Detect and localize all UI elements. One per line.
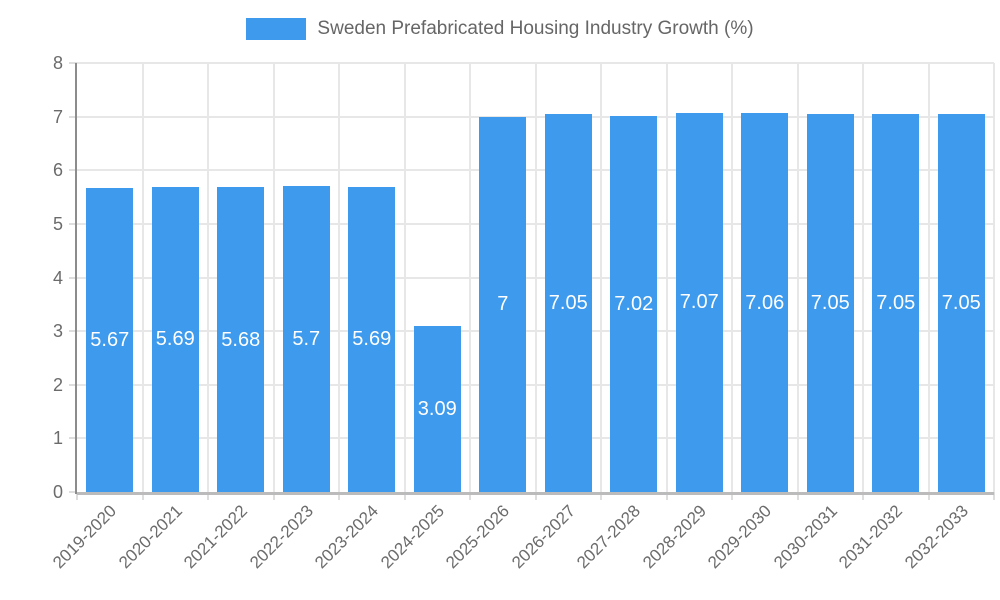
x-axis-tick-mark: [993, 492, 995, 500]
y-tick-label: 5: [52, 213, 63, 234]
bar: [806, 113, 854, 492]
x-tick-label: 2020-2021: [115, 501, 186, 573]
bar-value-label: 7.05: [941, 291, 981, 314]
x-axis-line: [77, 492, 994, 495]
x-axis-tick-mark: [796, 492, 799, 500]
x-tick-label: 2019-2020: [49, 501, 121, 573]
gridline-vertical: [796, 63, 799, 492]
y-tick-label: 3: [52, 321, 63, 342]
gridline-vertical: [207, 63, 209, 492]
legend-label: Sweden Prefabricated Housing Industry Gr…: [317, 18, 754, 39]
bar: [610, 115, 658, 492]
bar-value-label: 5.69: [155, 328, 195, 351]
x-tick-label: 2025-2026: [442, 501, 514, 573]
gridline-vertical: [731, 63, 733, 492]
x-tick-label: 2024-2025: [377, 501, 448, 573]
x-tick-label: 2021-2022: [180, 501, 252, 573]
y-axis-line: [75, 63, 77, 494]
bar: [348, 186, 396, 492]
bar: [544, 113, 592, 492]
y-axis-tick-mark: [69, 276, 77, 279]
chart-legend-item[interactable]: Sweden Prefabricated Housing Industry Gr…: [0, 18, 1000, 40]
y-tick-label: 8: [52, 53, 63, 73]
bar-value-label: 7.02: [614, 292, 654, 315]
bar-value-label: 7.05: [548, 291, 588, 314]
x-tick-label: 2030-2031: [770, 501, 841, 573]
bar: [217, 187, 265, 492]
x-tick-label: 2028-2029: [639, 501, 710, 573]
bar: [937, 113, 985, 492]
y-axis-tick-mark: [69, 169, 77, 172]
x-axis-tick-mark: [665, 492, 668, 500]
gridline-vertical: [272, 63, 275, 492]
x-axis-tick-mark: [600, 492, 602, 500]
bar-value-label: 5.69: [352, 328, 392, 351]
x-axis-tick-mark: [469, 492, 471, 500]
bar-value-label: 7.05: [876, 291, 916, 314]
bar: [479, 116, 527, 492]
y-tick-label: 1: [52, 428, 63, 449]
x-axis-tick-mark: [272, 492, 275, 500]
x-axis-tick-mark: [207, 492, 209, 500]
x-axis-tick-mark: [534, 492, 537, 500]
bar: [282, 186, 330, 492]
x-tick-label: 2031-2032: [835, 501, 907, 573]
x-axis-tick-mark: [338, 492, 340, 500]
gridline-vertical: [338, 63, 340, 492]
bar: [151, 186, 199, 492]
bar: [86, 187, 134, 492]
gridline-vertical: [993, 63, 995, 492]
y-tick-label: 2: [52, 374, 63, 395]
x-axis-tick-mark: [141, 492, 144, 500]
y-tick-label: 4: [52, 267, 63, 288]
y-axis-tick-mark: [69, 383, 77, 386]
gridline-vertical: [665, 63, 668, 492]
bar-value-label: 7.06: [745, 291, 785, 314]
gridline-vertical: [534, 63, 537, 492]
x-tick-label: 2023-2024: [311, 501, 383, 573]
bar: [741, 113, 789, 492]
x-tick-label: 2032-2033: [901, 501, 972, 573]
gridline-vertical: [141, 63, 144, 492]
y-tick-label: 6: [52, 160, 63, 181]
x-axis-tick-mark: [76, 492, 78, 500]
legend-color-swatch: [246, 18, 307, 40]
gridline-vertical: [469, 63, 471, 492]
x-tick-label: 2027-2028: [573, 501, 645, 573]
y-axis-tick-mark: [69, 437, 77, 440]
gridline-vertical: [403, 63, 406, 492]
y-tick-label: 0: [52, 482, 63, 502]
y-tick-label: 7: [52, 106, 63, 127]
bar-value-label: 7: [497, 293, 509, 316]
bar-value-label: 5.67: [90, 328, 130, 351]
bar-value-label: 7.05: [810, 291, 850, 314]
bar-value-label: 5.68: [221, 328, 261, 351]
bar-value-label: 7.07: [679, 291, 719, 314]
bar: [413, 326, 461, 492]
bar: [675, 112, 723, 492]
gridline-vertical: [600, 63, 602, 492]
y-axis-tick-mark: [69, 62, 77, 64]
y-axis-tick-mark: [69, 491, 77, 493]
x-tick-label: 2029-2030: [704, 501, 776, 573]
x-tick-label: 2026-2027: [508, 501, 579, 573]
y-axis-tick-mark: [69, 330, 77, 333]
y-axis-tick-mark: [69, 222, 77, 225]
gridline-vertical: [927, 63, 930, 492]
x-axis-tick-mark: [927, 492, 930, 500]
x-tick-label: 2022-2023: [246, 501, 317, 573]
gridline-vertical: [862, 63, 864, 492]
bar-value-label: 3.09: [417, 398, 457, 421]
y-axis-tick-mark: [69, 115, 77, 118]
x-axis-tick-mark: [403, 492, 406, 500]
bar: [872, 113, 920, 492]
x-axis-tick-mark: [731, 492, 733, 500]
bar-value-label: 5.7: [292, 328, 321, 351]
x-axis-tick-mark: [862, 492, 864, 500]
